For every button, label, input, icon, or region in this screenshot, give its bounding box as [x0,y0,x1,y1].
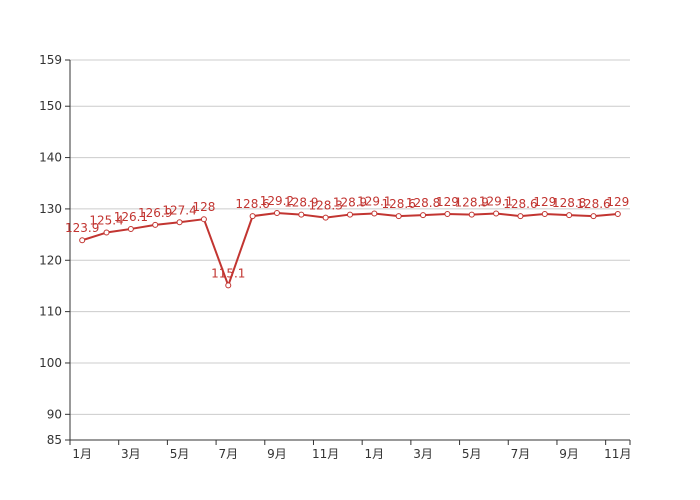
data-label: 128 [192,200,215,214]
series-polyline [81,212,618,287]
data-point[interactable] [103,229,110,236]
series-line [81,212,618,287]
y-tick-label: 140 [39,151,62,165]
data-label: 128.6 [503,197,537,211]
x-tick-label: 1月 [72,447,92,461]
data-point[interactable] [127,225,134,232]
x-tick-label: 1月 [365,447,385,461]
data-label: 129 [606,195,629,209]
data-point[interactable] [566,212,573,219]
data-label: 128.8 [552,196,586,210]
x-axis-tick-labels: 1月 3月 5月 7月 9月 11月 1月 3月 5月 7月 9月 11月 [72,447,631,461]
data-point[interactable] [298,211,305,218]
data-label: 128.8 [406,196,440,210]
x-tick-label: 7月 [511,447,531,461]
grid-lines [70,59,630,415]
data-point[interactable] [517,213,524,220]
y-tick-label: 85 [47,433,62,447]
y-tick-label: 130 [39,202,62,216]
data-point[interactable] [152,221,159,228]
data-point[interactable] [79,237,86,244]
data-point[interactable] [347,211,353,218]
data-point[interactable] [614,211,621,218]
data-label: 128.9 [333,196,367,210]
data-point[interactable] [176,219,183,226]
data-label: 129.2 [260,194,294,208]
data-point[interactable] [590,213,597,220]
data-labels: 123.9125.4126.1126.9127.4128115.1128.612… [65,194,629,280]
data-point[interactable] [541,211,548,218]
x-tick-label: 11月 [312,447,339,461]
data-point[interactable] [322,214,329,221]
x-tick-label: 5月 [462,447,482,461]
y-tick-label: 100 [39,356,62,370]
data-point[interactable] [468,211,475,218]
data-points [79,210,621,289]
y-tick-label: 110 [39,305,62,319]
x-tick-label: 9月 [559,447,579,461]
data-point[interactable] [249,213,256,220]
data-label: 128.9 [284,196,318,210]
data-point[interactable] [273,210,280,217]
y-axis-tick-labels: 85 90 100 110 120 130 140 150 159 [39,53,62,447]
data-point[interactable] [420,212,427,219]
data-point[interactable] [200,216,207,223]
x-tick-label: 5月 [170,447,190,461]
y-tick-label: 90 [47,407,62,421]
data-point[interactable] [493,210,500,217]
data-point[interactable] [395,213,402,220]
data-label: 128.6 [235,197,269,211]
x-tick-label: 3月 [413,447,433,461]
data-label: 123.9 [65,221,99,235]
data-label: 128.6 [382,197,416,211]
data-label: 127.4 [162,203,196,217]
x-tick-label: 9月 [267,447,287,461]
data-label: 126.1 [114,210,148,224]
x-tick-label: 7月 [218,447,238,461]
data-point[interactable] [225,282,232,289]
data-label: 128.3 [308,199,342,213]
y-tick-label: 120 [39,253,62,267]
data-label: 125.4 [89,214,123,228]
data-label: 129 [436,195,459,209]
data-label: 126.9 [138,206,172,220]
x-tick-label: 3月 [121,447,141,461]
data-label: 128.6 [576,197,610,211]
data-label: 115.1 [211,266,245,280]
axes [65,59,631,445]
data-point[interactable] [371,210,378,217]
y-tick-label: 159 [39,53,62,67]
y-tick-label: 150 [39,99,62,113]
data-label: 128.9 [455,196,489,210]
data-label: 129.1 [357,195,391,209]
data-point[interactable] [444,211,451,218]
data-label: 129.1 [479,195,513,209]
x-tick-label: 11月 [604,447,631,461]
data-label: 129 [533,195,556,209]
